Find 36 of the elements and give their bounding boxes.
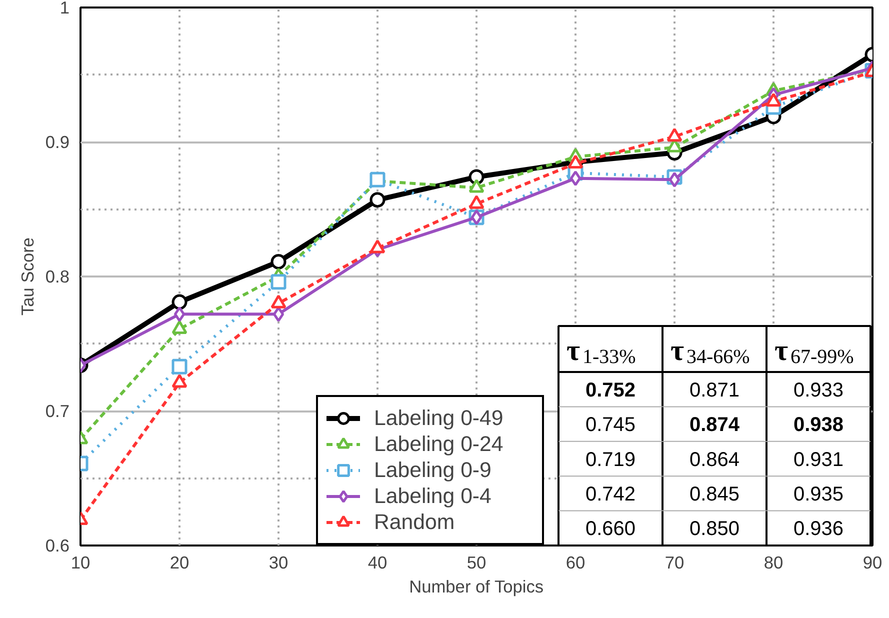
annotation: 0.745 <box>585 414 636 436</box>
annotation: 0.938 <box>793 414 844 436</box>
y-axis-title: Tau Score <box>17 237 38 316</box>
x-tick-label: 10 <box>70 552 90 572</box>
annotation: 0.850 <box>689 518 740 540</box>
legend-label: Random <box>374 509 456 535</box>
x-tick-label: 20 <box>170 552 190 572</box>
annotation: 0.660 <box>585 518 636 540</box>
y-tick-label: 0.6 <box>45 536 70 556</box>
legend-label: Labeling 0-49 <box>374 405 504 431</box>
annotation: 0.931 <box>793 448 844 471</box>
y-tick-label: 0.9 <box>45 132 70 152</box>
x-tick-label: 50 <box>466 552 486 572</box>
x-tick-label: 90 <box>862 552 882 572</box>
x-axis-title: Number of Topics <box>409 576 544 596</box>
legend-label: Labeling 0-9 <box>374 457 492 483</box>
annotation: 0.933 <box>793 379 844 402</box>
annotation: 0.719 <box>585 448 636 471</box>
annotation: 0.742 <box>585 483 636 506</box>
x-tick-label: 60 <box>566 552 586 572</box>
annotation: 0.936 <box>793 518 844 540</box>
annotation: 0.845 <box>689 483 740 506</box>
annotation: 0.874 <box>689 414 740 436</box>
legend-label: Labeling 0-24 <box>374 431 504 457</box>
annotation: 0.864 <box>689 448 740 471</box>
y-tick-label: 0.7 <box>45 401 70 421</box>
x-tick-label: 40 <box>368 552 388 572</box>
x-tick-label: 80 <box>764 552 784 572</box>
annotation: 0.871 <box>689 379 740 402</box>
annotation: 0.752 <box>585 379 636 402</box>
x-tick-label: 70 <box>664 552 684 572</box>
x-tick-label: 30 <box>268 552 288 572</box>
y-tick-label: 0.8 <box>45 266 70 286</box>
annotation: 0.935 <box>793 483 844 506</box>
y-tick-label: 1 <box>60 0 70 18</box>
legend-label: Labeling 0-4 <box>374 483 492 509</box>
